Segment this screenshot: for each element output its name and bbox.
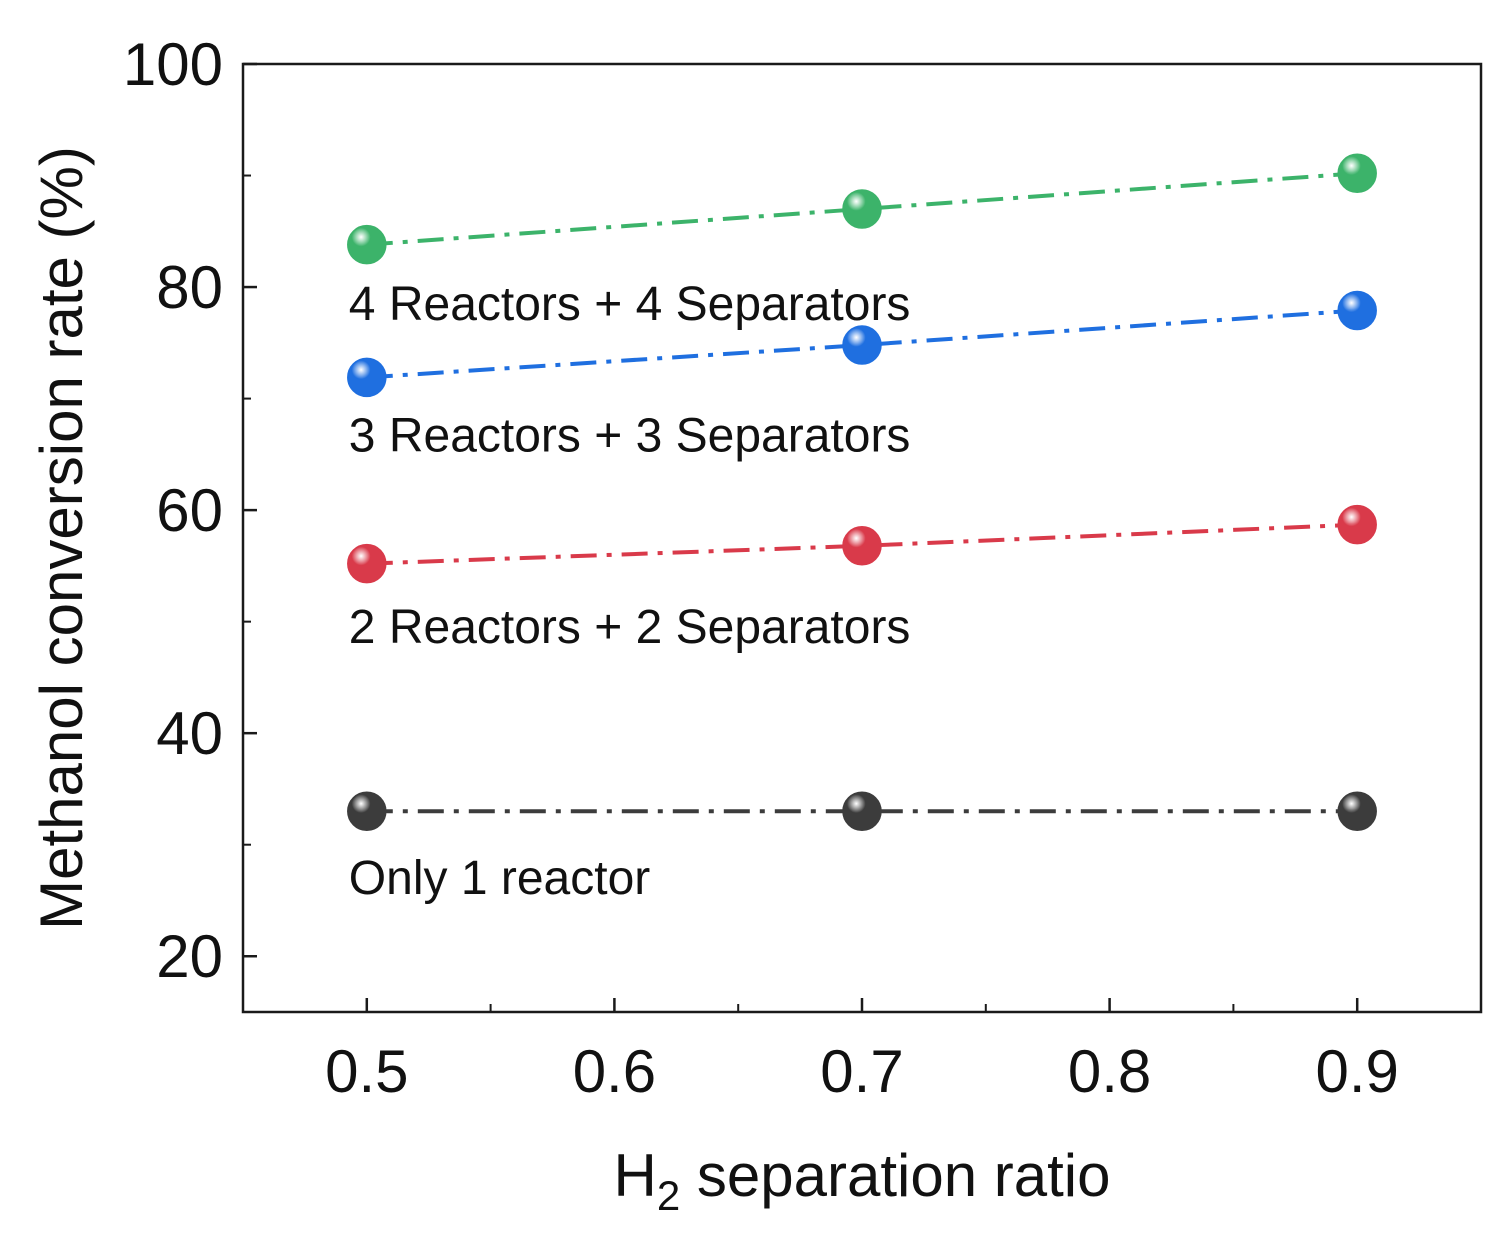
x-tick-label: 0.9: [1315, 1038, 1398, 1105]
x-axis-title-main: H: [614, 1142, 657, 1209]
y-axis: 20 40 60 80 100: [123, 31, 257, 990]
y-tick-label: 60: [156, 477, 223, 544]
data-point: [347, 543, 387, 584]
x-tick-label: 0.7: [820, 1038, 903, 1105]
series-label: 4 Reactors + 4 Separators: [349, 278, 911, 331]
y-axis-title: Methanol conversion rate (%): [28, 146, 95, 930]
series-label: Only 1 reactor: [349, 852, 650, 905]
y-tick-label: 40: [156, 700, 223, 767]
series-label: 2 Reactors + 2 Separators: [349, 601, 911, 654]
data-point: [347, 224, 387, 265]
data-point: [842, 526, 882, 566]
x-tick-label: 0.8: [1068, 1038, 1151, 1105]
x-axis-title: H2 separation ratio: [614, 1142, 1111, 1219]
x-tick-label: 0.6: [573, 1038, 656, 1105]
x-axis-title-subscript: 2: [657, 1172, 680, 1219]
data-point: [842, 325, 882, 365]
data-point: [1337, 153, 1377, 194]
data-point: [842, 189, 882, 229]
series-label: 3 Reactors + 3 Separators: [349, 409, 911, 462]
y-tick-label: 100: [123, 31, 223, 98]
data-point: [347, 357, 387, 398]
series-layer: [347, 153, 1377, 831]
y-tick-label: 80: [156, 254, 223, 321]
data-point: [1337, 791, 1377, 831]
series-label-layer: Only 1 reactor 2 Reactors + 2 Separators 3…: [349, 278, 911, 905]
x-tick-label: 0.5: [325, 1038, 408, 1105]
x-axis: 0.5 0.6 0.7 0.8 0.9: [325, 998, 1399, 1105]
data-point: [1337, 290, 1377, 331]
data-point: [842, 791, 882, 831]
data-point: [1337, 504, 1377, 545]
data-point: [347, 791, 387, 831]
x-axis-title-rest: separation ratio: [680, 1142, 1110, 1209]
y-tick-label: 20: [156, 923, 223, 990]
